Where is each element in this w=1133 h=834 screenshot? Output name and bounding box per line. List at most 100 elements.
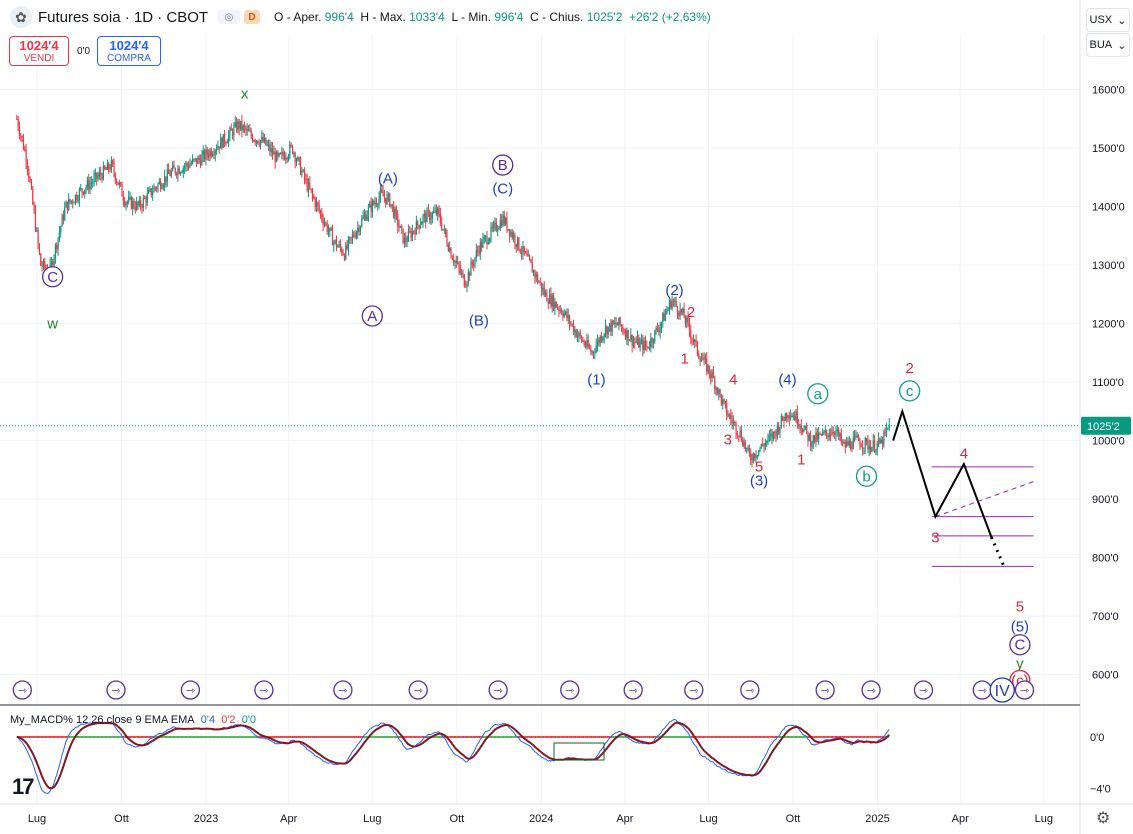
wave-label: 2 [905, 360, 913, 377]
candle-body [505, 217, 507, 225]
wave-label: B [498, 157, 508, 174]
candle-body [603, 333, 605, 338]
candle-body [814, 435, 816, 442]
event-marker [684, 680, 704, 700]
candle-body [700, 359, 703, 362]
x-tick-label: Lug [28, 813, 46, 825]
candle-body [44, 260, 46, 268]
candle-body [96, 172, 98, 179]
event-marker [815, 680, 835, 700]
y-tick-label: 1100'0 [1092, 377, 1124, 389]
candle-body [331, 230, 334, 246]
candle-body [250, 130, 252, 137]
event-marker [488, 680, 508, 700]
candle-body [73, 202, 75, 204]
candle-body [245, 127, 247, 131]
eye-icon[interactable]: ◎ [218, 10, 241, 24]
unit-selector[interactable]: BUA ⌄ [1086, 33, 1130, 57]
candle-body [574, 329, 576, 333]
candle-body [563, 313, 565, 317]
candle-body [660, 322, 663, 327]
candle-body [666, 310, 668, 314]
candle-body [40, 253, 42, 266]
candle-body [315, 202, 318, 207]
candle-body [69, 199, 71, 203]
candle-body [70, 200, 73, 203]
buy-button[interactable]: 1024'4 COMPRA [97, 36, 161, 66]
candle-body [788, 416, 790, 419]
currency-selector[interactable]: USX ⌄ [1086, 8, 1130, 32]
candle-body [398, 226, 400, 228]
event-marker-icon: ⇾ [186, 684, 195, 697]
candle-body [109, 169, 111, 171]
projection-path [892, 407, 993, 538]
candle-body [615, 322, 617, 325]
candle-body [295, 160, 298, 162]
candle-body [72, 200, 74, 203]
candle-body [499, 219, 501, 229]
candle-body [160, 181, 162, 189]
candle-body [426, 210, 428, 223]
candle-body [534, 270, 536, 278]
candle-body [819, 433, 821, 435]
symbol-title[interactable]: Futures soia · 1D · CBOT [38, 8, 209, 26]
candle-body [843, 442, 845, 444]
candle-body [386, 195, 388, 204]
candle-body [712, 371, 715, 378]
candle-body [786, 413, 788, 418]
ohlc-readout: O - Aper. 996'4 H - Max. 1033'4 L - Min.… [274, 10, 711, 24]
macd-legend[interactable]: My_MACD% 12 26 close 9 EMA EMA 0'4 0'2 0… [10, 714, 256, 726]
currency-value: USX [1089, 14, 1113, 26]
candle-body [590, 348, 592, 353]
candle-body [659, 326, 661, 332]
candle-body [258, 143, 260, 146]
candle-body [828, 434, 830, 437]
candle-body [446, 235, 448, 245]
candle-body [178, 168, 180, 174]
gear-icon[interactable]: ⚙ [1096, 810, 1111, 827]
candle-body [715, 387, 717, 390]
candle-body [656, 328, 659, 331]
candle-body [818, 433, 820, 440]
candle-body [269, 144, 271, 152]
candle-body [481, 241, 483, 248]
symbol-logo-icon[interactable]: ✿ [10, 6, 32, 28]
candle-body [822, 432, 824, 435]
candle-body [598, 339, 600, 343]
sell-button[interactable]: 1024'4 VENDI [9, 36, 69, 66]
candle-body [684, 317, 687, 323]
candle-body [158, 181, 160, 185]
candle-body [266, 144, 268, 146]
candle-body [397, 214, 399, 227]
candle-body [350, 237, 352, 239]
candle-body [711, 371, 713, 378]
tradingview-logo-icon[interactable]: 17 [12, 774, 35, 799]
candle-body [743, 441, 745, 446]
candle-body [341, 248, 343, 254]
candle-body [410, 231, 412, 238]
candle-body [483, 237, 485, 240]
candle-body [525, 252, 527, 254]
candle-body [823, 432, 825, 434]
wave-label-circle [361, 305, 383, 327]
candle-body [242, 125, 244, 131]
macd-highlight-box [553, 742, 605, 761]
delay-badge[interactable]: D [244, 10, 261, 24]
candle-body [29, 178, 31, 183]
event-marker-icon: ⇾ [18, 684, 27, 697]
candle-body [562, 313, 564, 317]
candle-body [429, 211, 431, 221]
candle-body [555, 301, 557, 308]
candle-body [635, 341, 637, 343]
candle-body [453, 259, 455, 263]
candle-body [305, 178, 307, 180]
sell-price: 1024'4 [19, 38, 59, 53]
wave-label-circle [807, 383, 829, 405]
candle-body [137, 201, 139, 206]
wave-label: x [241, 86, 249, 103]
candle-body [816, 432, 818, 440]
candle-body [510, 232, 512, 236]
candle-body [775, 432, 777, 437]
candle-body [403, 238, 405, 243]
